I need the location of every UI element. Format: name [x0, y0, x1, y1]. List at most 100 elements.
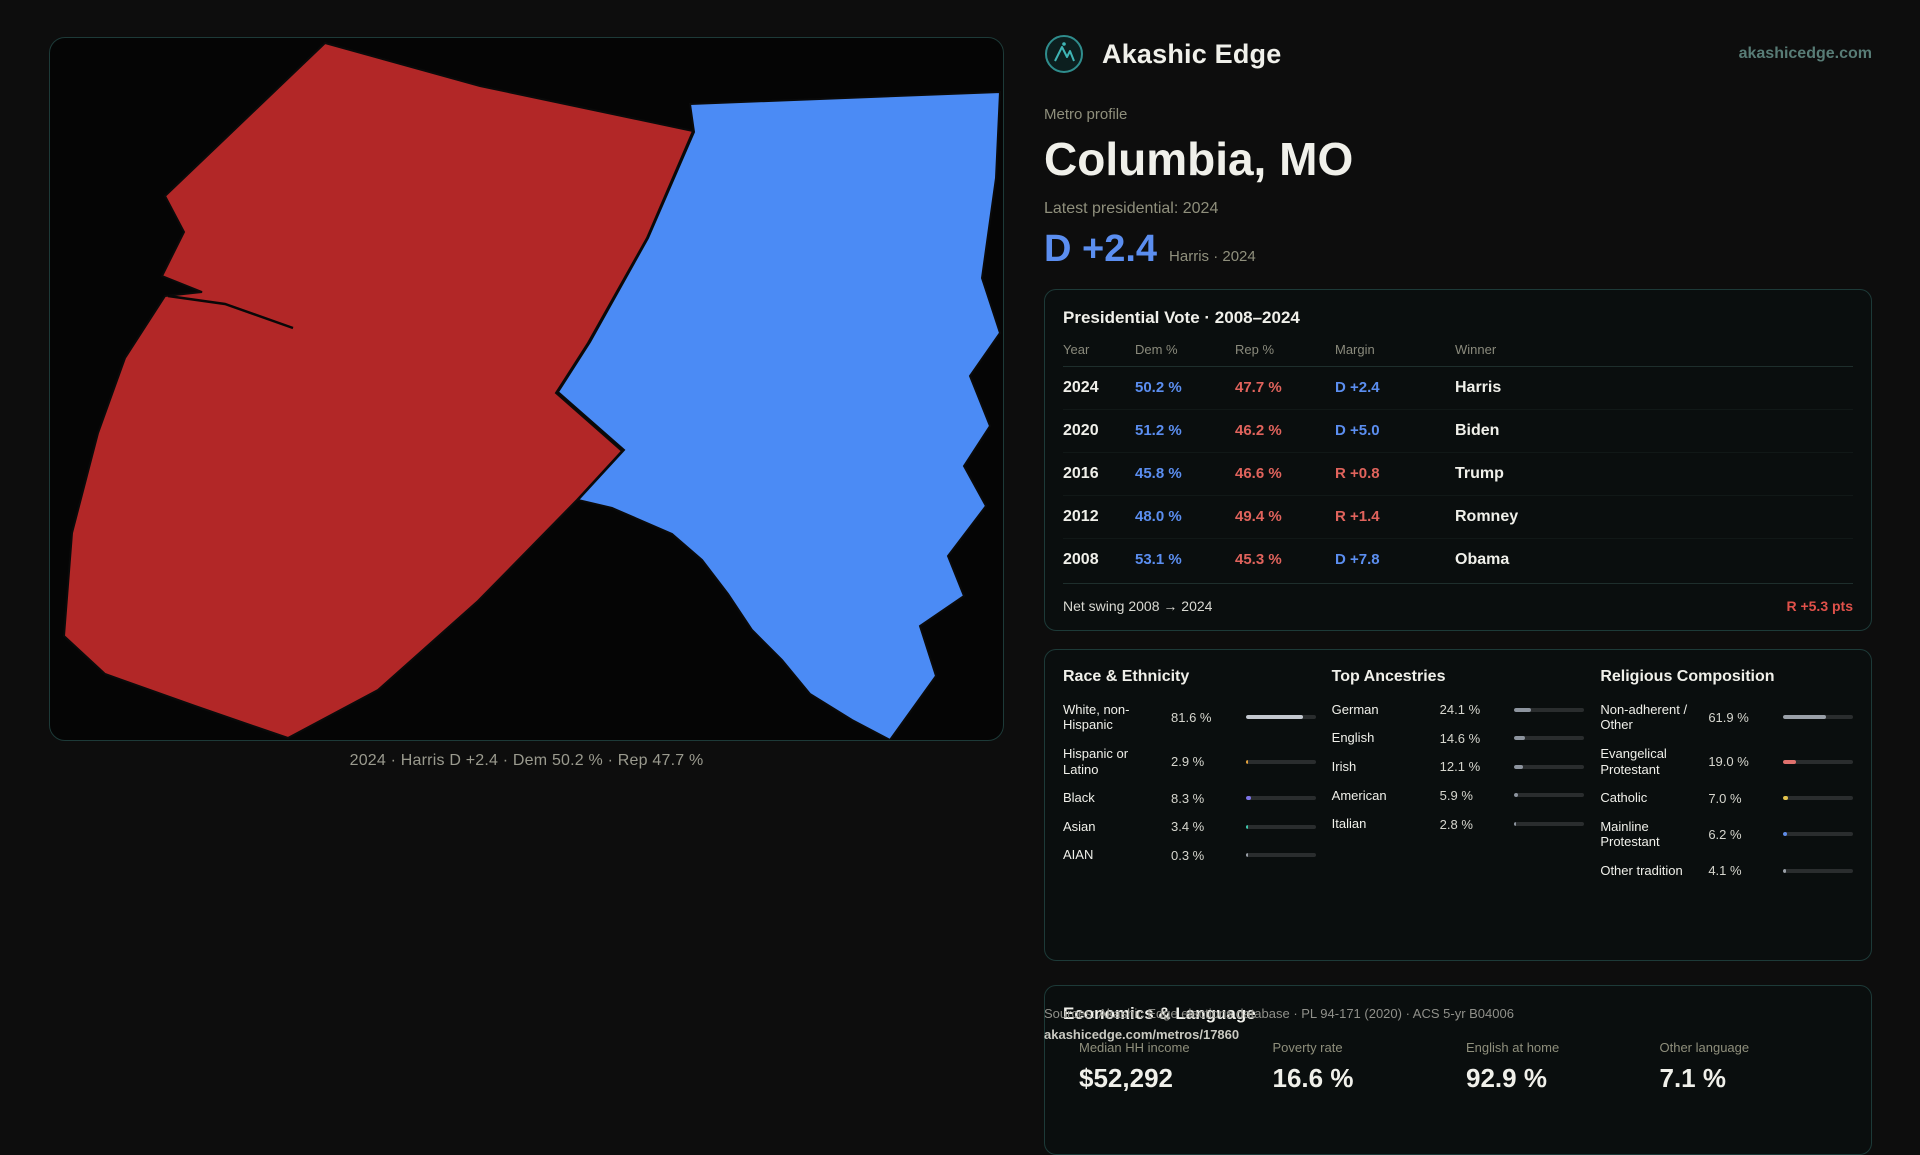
stat-value: 5.9 % [1439, 787, 1473, 803]
stat-bar [1245, 715, 1316, 720]
permalink[interactable]: akashicedge.com/metros/17860 [1044, 1027, 1240, 1042]
vote-rep-pct: 46.6 % [1235, 465, 1282, 483]
vote-margin: R +1.4 [1335, 508, 1380, 526]
stat-label: Other tradition [1600, 863, 1683, 879]
econ-stat-value: 7.1 % [1659, 1062, 1727, 1093]
vote-dem-pct: 51.2 % [1135, 422, 1182, 440]
headline-margin-value: D +2.4 [1044, 227, 1158, 270]
vote-rep-pct: 46.2 % [1235, 422, 1282, 440]
stat-bar-fill [1514, 764, 1523, 769]
stat-value: 19.0 % [1708, 754, 1749, 770]
stat-label: Italian [1331, 816, 1367, 832]
stat-row: German 24.1 % [1332, 702, 1585, 718]
stat-bar [1783, 832, 1853, 837]
metro-profile-kicker: Metro profile [1044, 106, 1128, 123]
vote-table-row: 2020 51.2 % 46.2 % D +5.0 Biden [1063, 410, 1853, 453]
stat-bar [1245, 824, 1316, 829]
stat-bar-fill [1514, 707, 1532, 712]
vote-year: 2008 [1063, 550, 1099, 568]
stat-bar [1783, 715, 1853, 720]
stat-row: Asian 3.4 % [1063, 819, 1316, 835]
net-swing-value: R +5.3 pts [1786, 597, 1853, 614]
vote-winner: Harris [1455, 378, 1502, 396]
vote-table-row: 2008 53.1 % 45.3 % D +7.8 Obama [1063, 539, 1853, 581]
vote-dem-pct: 48.0 % [1135, 508, 1182, 526]
vote-margin: D +5.0 [1335, 422, 1380, 440]
stat-label: Asian [1063, 818, 1096, 834]
stat-label: Non-adherent / Other [1600, 701, 1688, 733]
stat-value: 81.6 % [1171, 709, 1212, 725]
econ-stat: Other language 7.1 % [1660, 1040, 1854, 1094]
stat-label: Catholic [1600, 790, 1648, 806]
stat-value: 24.1 % [1439, 702, 1481, 718]
vote-year: 2024 [1063, 378, 1099, 396]
stat-bar [1514, 822, 1585, 827]
brand-name: Akashic Edge [1102, 38, 1282, 69]
stat-value: 7.0 % [1708, 790, 1742, 806]
religious-composition-title: Religious Composition [1600, 667, 1775, 685]
stat-bar-fill [1783, 796, 1788, 801]
stat-bar-fill [1783, 832, 1788, 837]
stat-bar [1514, 793, 1585, 798]
vote-winner: Trump [1455, 464, 1504, 482]
stat-label: Irish [1331, 759, 1357, 775]
county-map [62, 41, 1002, 740]
latest-presidential-label: Latest presidential: 2024 [1044, 199, 1219, 217]
stat-value: 2.8 % [1439, 816, 1473, 832]
vote-table-row: 2016 45.8 % 46.6 % R +0.8 Trump [1063, 453, 1853, 496]
vote-dem-pct: 50.2 % [1135, 379, 1182, 397]
stat-row: Other tradition 4.1 % [1600, 863, 1853, 879]
stat-row: Hispanic or Latino 2.9 % [1063, 746, 1316, 777]
stat-bar [1783, 796, 1853, 801]
vote-column-header: Rep % [1235, 341, 1275, 357]
vote-column-header: Winner [1455, 341, 1497, 357]
stat-bar-fill [1783, 715, 1827, 720]
map-region-rep[interactable] [62, 41, 695, 740]
stat-value: 12.1 % [1439, 759, 1481, 775]
vote-rep-pct: 49.4 % [1235, 508, 1282, 526]
stat-value: 0.3 % [1171, 847, 1205, 863]
stat-label: German [1331, 701, 1379, 717]
stat-label: White, non-Hispanic [1063, 701, 1130, 733]
stat-value: 14.6 % [1439, 730, 1481, 746]
stat-value: 3.4 % [1171, 819, 1205, 835]
stat-row: English 14.6 % [1332, 730, 1585, 746]
econ-stat-label: Median HH income [1079, 1039, 1190, 1055]
demo-rows-ancestries: German 24.1 % English 14.6 % Irish 12.1 % Amer… [1332, 702, 1585, 832]
metro-profile-panel: Akashic Edge akashicedge.com Metro profi… [1044, 0, 1872, 1155]
stat-bar-fill [1245, 759, 1248, 764]
stat-value: 4.1 % [1708, 863, 1742, 879]
akashic-edge-logo-icon [1045, 35, 1083, 73]
stat-bar-fill [1514, 793, 1519, 798]
sources-footer: Sources: Akashic Edge elections database… [1044, 1006, 1872, 1042]
stat-value: 8.3 % [1171, 790, 1205, 806]
stat-row: Mainline Protestant 6.2 % [1600, 819, 1853, 850]
stat-bar [1514, 764, 1585, 769]
stat-row: American 5.9 % [1332, 788, 1585, 804]
vote-column-header: Dem % [1135, 341, 1178, 357]
stat-bar-fill [1514, 736, 1525, 741]
site-domain-link[interactable]: akashicedge.com [1738, 45, 1872, 62]
race-ethnicity-section: Race & Ethnicity White, non-Hispanic 81.6… [1063, 668, 1316, 942]
vote-year: 2020 [1063, 421, 1099, 439]
net-swing-row: Net swing 2008 → 2024 R +5.3 pts [1063, 582, 1853, 614]
map-region-dem[interactable] [556, 90, 1002, 740]
stat-bar [1245, 796, 1316, 801]
stat-bar-fill [1245, 796, 1252, 801]
vote-table-row: 2012 48.0 % 49.4 % R +1.4 Romney [1063, 496, 1853, 539]
top-ancestries-section: Top Ancestries German 24.1 % English 14.6 %… [1332, 668, 1585, 942]
vote-year: 2016 [1063, 464, 1099, 482]
stat-bar-fill [1245, 824, 1249, 829]
stat-row: Black 8.3 % [1063, 790, 1316, 806]
vote-column-header: Year [1063, 341, 1090, 357]
stat-row: Irish 12.1 % [1332, 759, 1585, 775]
stat-bar-fill [1245, 853, 1248, 858]
vote-rep-pct: 47.7 % [1235, 379, 1282, 397]
econ-stats: Median HH income $52,292 Poverty rate 16.6 … [1063, 1040, 1853, 1094]
headline-margin-detail: Harris · 2024 [1169, 247, 1256, 265]
net-swing-label: Net swing 2008 → 2024 [1063, 597, 1213, 614]
vote-winner: Romney [1455, 507, 1519, 525]
vote-column-header: Margin [1335, 341, 1375, 357]
site-header: Akashic Edge akashicedge.com [1044, 32, 1872, 76]
map-caption: 2024 · Harris D +2.4 · Dem 50.2 % · Rep … [349, 752, 704, 769]
